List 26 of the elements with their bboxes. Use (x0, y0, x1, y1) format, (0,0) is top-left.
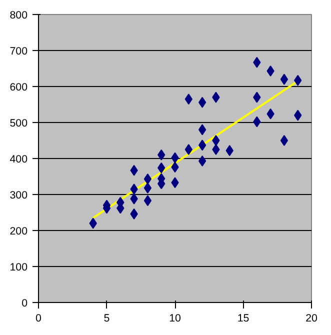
y-tick-label: 200 (10, 226, 28, 238)
point (144, 195, 152, 206)
y-tick-label: 0 (22, 298, 28, 310)
point (198, 156, 206, 167)
point (184, 144, 192, 155)
point (280, 74, 288, 85)
point (144, 174, 152, 185)
x-tick-label: 10 (169, 312, 181, 324)
y-tick-label: 700 (10, 46, 28, 58)
y-tick-label: 600 (10, 82, 28, 94)
y-tick-label: 500 (10, 118, 28, 130)
y-tick-label: 800 (10, 10, 28, 22)
y-tick-label: 400 (10, 154, 28, 166)
x-tick-label: 0 (36, 312, 42, 324)
y-tick-label: 100 (10, 262, 28, 274)
point (144, 182, 152, 194)
point (198, 96, 206, 108)
x-tick-label: 5 (104, 312, 110, 324)
x-tick-label: 15 (237, 312, 250, 324)
point (212, 144, 220, 155)
point (212, 135, 220, 146)
point (198, 124, 206, 136)
point (198, 140, 206, 151)
x-tick-label: 20 (306, 312, 318, 324)
point (280, 135, 288, 146)
y-tick-label: 300 (10, 190, 28, 202)
